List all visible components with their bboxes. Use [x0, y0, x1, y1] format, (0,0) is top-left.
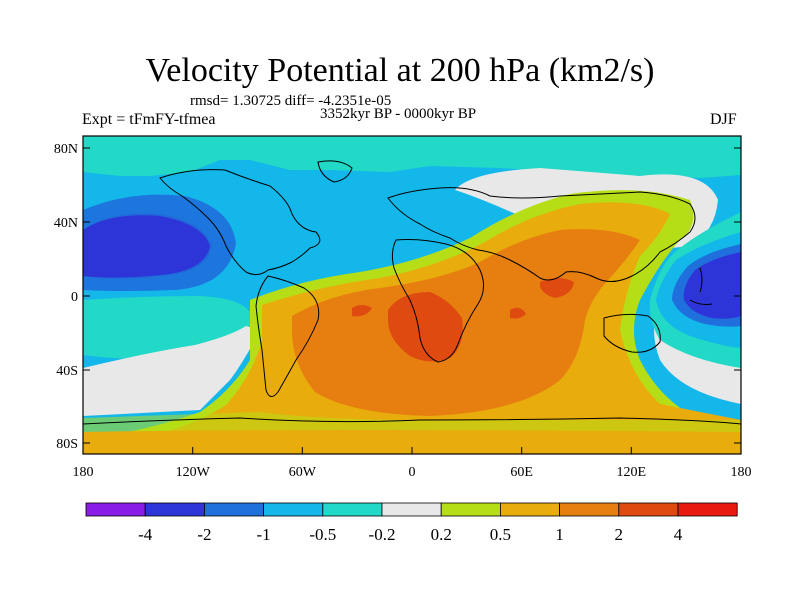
velocity-potential-field [83, 136, 741, 454]
field-band-plus-0.5-south [83, 430, 741, 454]
field-band-minus-2-east [683, 252, 741, 319]
colorbar-label-3: -0.5 [309, 525, 336, 544]
colorbar-label-5: 0.2 [431, 525, 452, 544]
field-band-minus-0.2-north [83, 136, 741, 178]
x-label-180e: 180 [731, 465, 752, 480]
colorbar-label-6: 0.5 [490, 525, 511, 544]
y-label-0: 0 [71, 290, 78, 305]
colorbar-label-8: 2 [615, 525, 624, 544]
colorbar-box-2 [203, 502, 264, 517]
colorbar-box-10 [677, 502, 738, 517]
field-band-plus-2-india [540, 278, 574, 298]
colorbar-box-7 [499, 502, 560, 517]
x-label-0: 0 [409, 465, 416, 480]
colorbar-box-8 [559, 502, 620, 517]
field-band-plus-2-small-east [510, 307, 526, 319]
colorbar-label-7: 1 [555, 525, 564, 544]
south-america-coastline [255, 275, 320, 397]
x-label-120w: 120W [176, 465, 211, 480]
experiment-label: Expt = tFmFY-tfmea [82, 111, 216, 128]
coastlines [83, 160, 741, 425]
x-label-120e: 120E [617, 465, 647, 480]
y-ticks [83, 147, 741, 444]
colorbar-box-6 [440, 502, 501, 517]
colorbar-label-4: -0.2 [369, 525, 396, 544]
x-ticks [82, 447, 742, 454]
field-band-minus-2-west [83, 215, 210, 278]
rmsd-diff-stats: rmsd= 1.30725 diff= -4.2351e-05 [190, 93, 392, 109]
colorbar-box-9 [618, 502, 679, 517]
colorbar [85, 502, 738, 517]
field-band-plus-2-small [352, 305, 372, 317]
x-label-60w: 60W [289, 465, 317, 480]
y-label-40n: 40N [54, 216, 78, 231]
colorbar-box-1 [144, 502, 205, 517]
africa-coastline [391, 239, 484, 363]
north-america-coastline [159, 169, 321, 276]
colorbar-label-0: -4 [138, 525, 153, 544]
eurasia-coastline [387, 187, 696, 282]
australia-coastline [603, 313, 661, 353]
colorbar-label-9: 4 [674, 525, 683, 544]
time-period: 3352kyr BP - 0000kyr BP [320, 106, 477, 122]
colorbar-box-4 [322, 502, 383, 517]
colorbar-labels: -4 -2 -1 -0.5 -0.2 0.2 0.5 1 2 4 [138, 525, 683, 544]
map-title: Velocity Potential at 200 hPa (km2/s) [145, 52, 655, 89]
y-label-80s: 80S [56, 437, 78, 452]
y-label-40s: 40S [56, 364, 78, 379]
colorbar-label-2: -1 [257, 525, 271, 544]
season-label: DJF [710, 111, 737, 128]
field-band-neutral-south [83, 326, 260, 416]
colorbar-label-1: -2 [197, 525, 211, 544]
antarctica-coastline [83, 417, 741, 425]
colorbar-box-3 [263, 502, 324, 517]
y-label-80n: 80N [54, 142, 78, 157]
island-coastlines [689, 267, 713, 305]
colorbar-box-5 [381, 502, 442, 517]
field-band-plus-2-core [388, 292, 463, 362]
colorbar-box-0 [85, 502, 146, 517]
field-band-plus-1 [292, 229, 640, 416]
x-label-180w: 180 [73, 465, 94, 480]
x-label-60e: 60E [510, 465, 533, 480]
greenland-coastline [317, 160, 353, 183]
